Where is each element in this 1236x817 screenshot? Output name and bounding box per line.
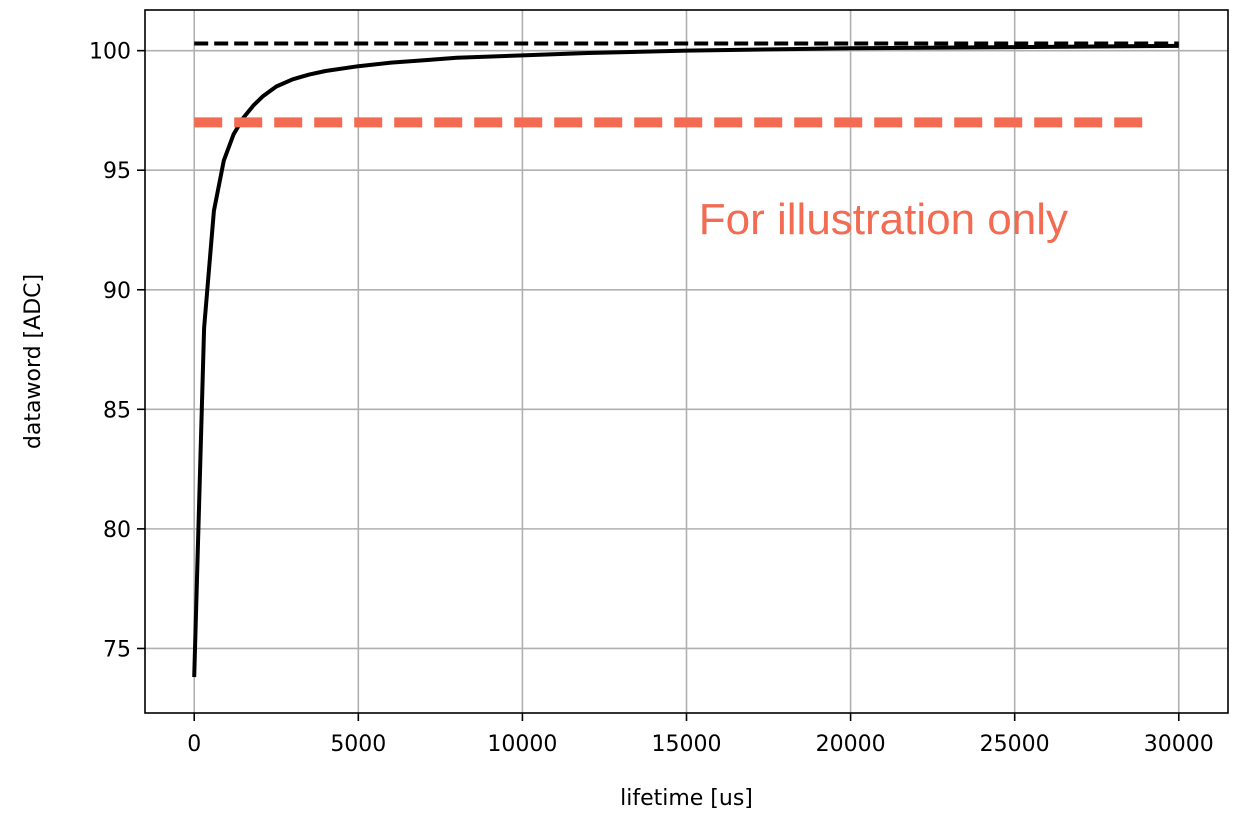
x-tick-label: 0 [187, 732, 201, 757]
grid [145, 10, 1228, 713]
series-layer [192, 41, 1179, 678]
y-tick-label: 85 [103, 398, 131, 423]
ticks: 0 5000 10000 15000 20000 25000 30000 75 80 85 90 95… [89, 40, 1214, 757]
y-tick-label: 80 [103, 518, 131, 543]
x-tick-label: 25000 [980, 732, 1050, 757]
x-tick-label: 5000 [330, 732, 386, 757]
y-tick-label: 95 [103, 159, 131, 184]
x-tick-label: 15000 [652, 732, 722, 757]
annotation-text: For illustration only [699, 195, 1068, 244]
y-axis-label: dataword [ADC] [21, 274, 46, 449]
y-tick-label: 75 [103, 637, 131, 662]
x-tick-label: 10000 [487, 732, 557, 757]
series-curve [192, 43, 1179, 678]
x-axis-label: lifetime [us] [620, 786, 753, 811]
y-tick-label: 90 [103, 279, 131, 304]
y-tick-label: 100 [89, 40, 131, 65]
x-tick-label: 30000 [1144, 732, 1214, 757]
x-tick-label: 20000 [816, 732, 886, 757]
